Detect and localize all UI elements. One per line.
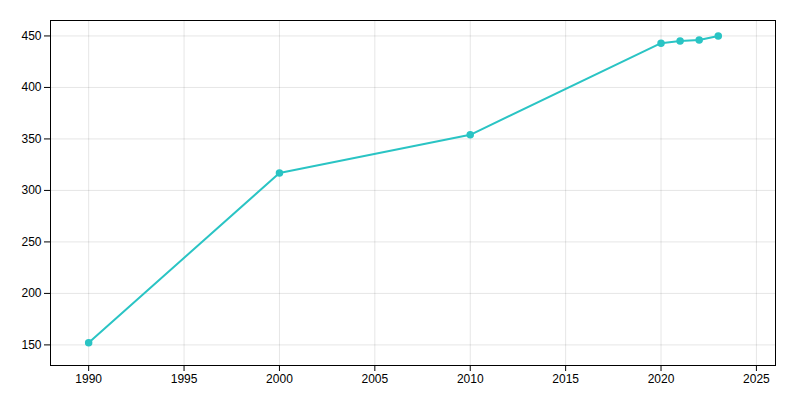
- svg-text:300: 300: [21, 183, 41, 197]
- svg-text:1990: 1990: [75, 372, 102, 386]
- svg-text:2020: 2020: [648, 372, 675, 386]
- svg-text:450: 450: [21, 29, 41, 43]
- svg-text:350: 350: [21, 132, 41, 146]
- svg-text:1995: 1995: [171, 372, 198, 386]
- svg-text:2015: 2015: [552, 372, 579, 386]
- svg-text:150: 150: [21, 338, 41, 352]
- svg-text:2010: 2010: [457, 372, 484, 386]
- svg-text:200: 200: [21, 286, 41, 300]
- svg-text:400: 400: [21, 80, 41, 94]
- svg-text:2025: 2025: [743, 372, 770, 386]
- svg-text:250: 250: [21, 235, 41, 249]
- svg-text:2005: 2005: [361, 372, 388, 386]
- svg-text:2000: 2000: [266, 372, 293, 386]
